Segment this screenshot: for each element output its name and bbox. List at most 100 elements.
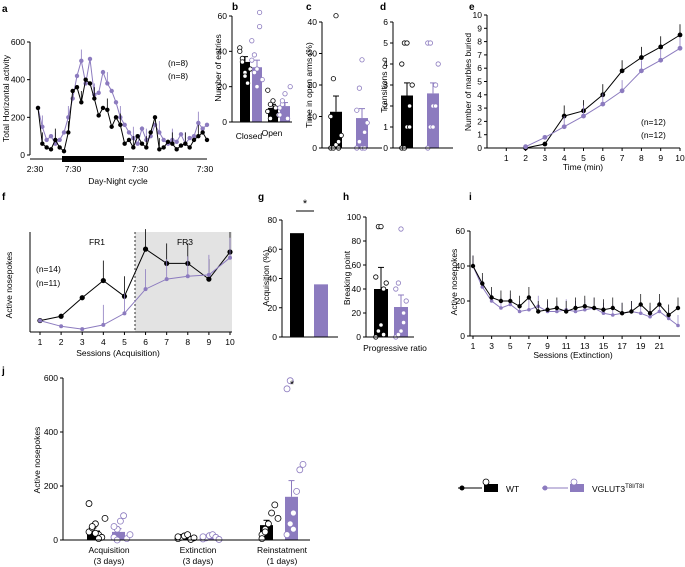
g-significance-star: * — [303, 198, 308, 210]
f-annotation-fr3: FR3 — [177, 237, 193, 247]
i-data-point — [583, 307, 587, 312]
h-individual-point — [380, 331, 387, 338]
f-xtick-label: 9 — [207, 337, 212, 347]
j-category-sublabel: (3 days) — [94, 556, 125, 566]
j-category-sublabel: (3 days) — [183, 556, 214, 566]
h-individual-point — [403, 298, 409, 304]
a-data-point — [57, 145, 62, 150]
b-individual-point — [249, 57, 255, 63]
b-individual-point — [272, 105, 279, 111]
f-xtick-label: 7 — [164, 337, 169, 347]
i-data-point — [610, 305, 615, 311]
c-ytick-label: 30 — [308, 49, 318, 59]
j-individual-point — [296, 466, 304, 474]
c-individual-point — [361, 129, 368, 135]
d-bar-VGLUT3 — [427, 93, 439, 148]
f-data-point — [228, 255, 232, 260]
a-data-point — [178, 143, 184, 148]
c-individual-point — [364, 120, 370, 126]
j-individual-point — [199, 533, 207, 541]
j-ytick-label: 0 — [53, 535, 58, 545]
j-individual-point — [286, 377, 294, 385]
h-individual-point — [378, 224, 384, 230]
a-data-point — [152, 115, 158, 120]
h-individual-point — [400, 310, 407, 316]
b-individual-point — [251, 69, 257, 76]
i-data-point — [647, 311, 653, 316]
f-data-point — [100, 277, 106, 284]
i-xtick-label: 19 — [636, 341, 646, 351]
a-data-point — [53, 137, 58, 143]
i-xtick-label: 13 — [580, 341, 590, 351]
panel-label-a: a — [2, 4, 8, 15]
j-individual-point — [215, 536, 223, 543]
b-individual-point — [245, 80, 251, 86]
f-series-line-WT — [39, 248, 231, 322]
h-individual-point — [383, 280, 389, 286]
c-individual-point — [356, 139, 362, 145]
c-individual-point — [328, 113, 334, 120]
h-individual-point — [373, 274, 379, 280]
b-bar-VGLUT3 — [252, 67, 262, 122]
j-individual-point — [271, 501, 279, 509]
f-data-point — [122, 311, 127, 316]
e-ytick-label: 10 — [473, 10, 483, 20]
g-ytick-label: 20 — [268, 303, 278, 313]
a-data-point — [122, 122, 127, 128]
i-data-point — [582, 304, 588, 309]
f-x-label: Sessions (Acquisition) — [76, 348, 160, 358]
b-individual-point — [237, 48, 243, 54]
a-data-point — [105, 81, 110, 86]
a-data-point — [87, 81, 93, 86]
d-individual-point — [432, 103, 439, 109]
i-xtick-label: 15 — [599, 341, 609, 351]
panel-label-i: i — [469, 192, 472, 203]
legend-ko-superscript: T8I/T8I — [625, 484, 644, 490]
i-data-point — [470, 263, 476, 269]
a-data-point — [100, 69, 106, 75]
h-individual-point — [400, 319, 407, 326]
a-data-point — [61, 130, 67, 135]
d-individual-point — [406, 103, 413, 109]
f-data-point — [164, 277, 169, 282]
c-individual-point — [359, 57, 365, 63]
b-individual-point — [242, 73, 248, 79]
j-bar-VGLUT3 — [112, 531, 125, 540]
a-data-point — [126, 130, 132, 135]
a-data-point — [48, 133, 54, 139]
b-individual-point — [279, 98, 285, 104]
a-data-point — [139, 141, 145, 146]
e-data-point — [619, 68, 625, 74]
a-series-line-VGLUT3 — [37, 58, 208, 145]
e-data-point — [639, 55, 644, 60]
i-ytick-label: 0 — [460, 331, 465, 341]
i-data-point — [629, 309, 634, 314]
h-individual-point — [378, 322, 384, 328]
e-xtick-label: 8 — [639, 153, 644, 163]
a-data-point — [144, 145, 149, 150]
j-individual-point — [126, 531, 134, 538]
f-fr3-shade — [135, 232, 232, 332]
f-y-label: Active nosepokes — [4, 252, 14, 319]
a-data-point — [92, 96, 97, 101]
e-xtick-label: 4 — [562, 153, 567, 163]
i-data-point — [498, 298, 504, 304]
i-data-point — [666, 316, 671, 321]
i-data-point — [638, 311, 643, 316]
e-data-point — [658, 44, 664, 50]
legend-ko-marker — [542, 485, 548, 491]
legend-wt-swatch — [484, 484, 498, 492]
j-individual-point — [261, 528, 269, 536]
a-xtick-label: 2:30 — [27, 164, 44, 174]
panel-label-c: c — [306, 2, 312, 13]
c-bar-WT — [330, 111, 342, 148]
a-data-point — [204, 122, 210, 128]
b-individual-point — [247, 66, 253, 72]
e-data-point — [658, 57, 664, 63]
c-individual-point — [354, 107, 360, 113]
i-xtick-label: 11 — [562, 341, 571, 351]
e-y-label: Number of marbles buried — [463, 33, 473, 132]
a-data-point — [79, 100, 84, 105]
a-data-point — [113, 115, 119, 120]
f-data-point — [143, 287, 148, 292]
